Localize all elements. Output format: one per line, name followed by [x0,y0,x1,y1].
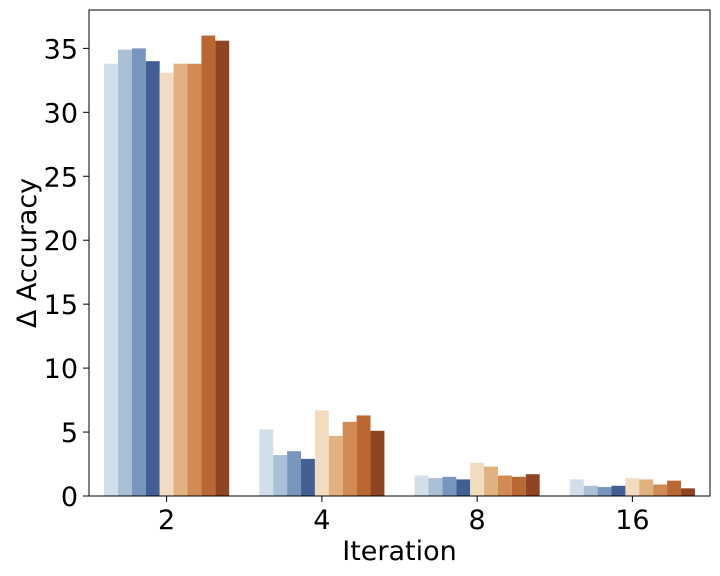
x-tick-label: 2 [158,505,175,536]
bar-16-7 [653,484,668,496]
bar-2-3 [131,48,146,497]
bar-2-9 [215,40,230,497]
y-tick-label: 20 [44,226,78,257]
bar-16-6 [639,479,654,496]
bar-2-4 [145,61,160,496]
y-tick-label: 0 [61,482,78,513]
bar-16-9 [681,488,695,496]
bar-16-4 [611,485,626,496]
y-tick-label: 30 [44,98,78,129]
bar-8-7 [497,475,512,496]
bars-group [104,35,695,497]
bar-4-1 [259,429,274,496]
x-axis-label: Iteration [342,536,457,567]
x-tick-label: 4 [313,505,330,536]
bar-8-5 [470,462,485,496]
bar-16-1 [569,479,584,496]
bar-8-3 [442,476,457,496]
x-tick-label: 16 [615,505,649,536]
bar-2-5 [159,72,174,496]
bar-16-5 [625,478,640,496]
bar-2-1 [104,63,118,496]
x-axis-ticks: 2 4 8 16 [158,496,650,536]
bar-8-4 [456,479,471,496]
bar-4-4 [301,458,315,496]
bar-16-3 [597,487,612,496]
bar-2-8 [201,35,216,496]
bar-2-7 [187,63,202,496]
bar-16-8 [667,480,682,496]
y-tick-label: 25 [44,162,78,193]
bar-4-7 [342,421,357,496]
plot-frame [88,9,711,497]
x-tick-label: 8 [469,505,486,536]
y-axis-label: Δ Accuracy [12,178,43,328]
bar-2-6 [173,63,188,496]
bar-4-8 [356,415,371,496]
bar-4-5 [314,410,329,496]
bar-8-2 [428,478,443,496]
y-axis-ticks: 0 5 10 15 20 25 30 35 [44,34,89,513]
bar-4-9 [370,430,385,496]
bar-4-3 [287,451,302,496]
bar-2-2 [117,49,132,496]
y-tick-label: 10 [44,354,78,385]
bar-8-1 [414,475,429,496]
bar-4-2 [273,455,288,496]
y-tick-label: 5 [61,418,78,449]
y-tick-label: 35 [44,34,78,65]
bar-4-6 [328,435,343,496]
y-tick-label: 15 [44,290,78,321]
bar-8-8 [511,476,526,496]
bar-8-9 [525,474,540,496]
bar-8-6 [484,466,498,496]
bar-16-2 [583,485,598,496]
